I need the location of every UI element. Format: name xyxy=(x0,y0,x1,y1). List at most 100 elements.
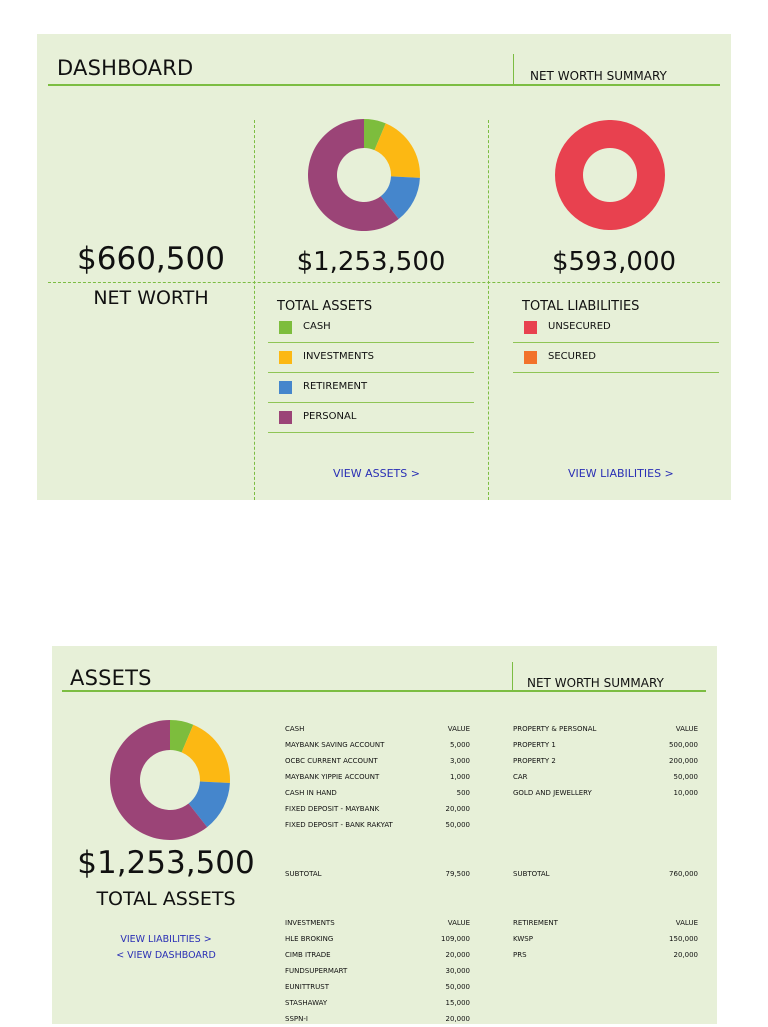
assets-donut-chart xyxy=(308,119,420,231)
item-name: FIXED DEPOSIT - BANK RAKYAT xyxy=(285,821,393,829)
net-worth-summary-label: NET WORTH SUMMARY xyxy=(527,676,664,690)
table-row: GOLD AND JEWELLERY 10,000 xyxy=(513,785,698,801)
item-name: FIXED DEPOSIT - MAYBANK xyxy=(285,805,380,813)
item-name: MAYBANK YIPPIE ACCOUNT xyxy=(285,773,380,781)
liabilities-donut-chart xyxy=(555,120,665,230)
item-value: 500,000 xyxy=(669,741,698,749)
column-divider xyxy=(488,120,489,500)
item-value: 20,000 xyxy=(673,951,699,959)
value-header: VALUE xyxy=(675,919,698,927)
table-row: PRS 20,000 xyxy=(513,947,698,963)
retirement-header: RETIREMENT xyxy=(513,919,558,927)
assets-donut-chart-large xyxy=(110,720,230,840)
column-divider xyxy=(254,120,255,500)
donut-slice xyxy=(188,781,230,828)
donut-slice xyxy=(555,120,665,230)
assets-title: ASSETS xyxy=(70,666,152,690)
legend-swatch xyxy=(279,351,292,364)
item-name: OCBC CURRENT ACCOUNT xyxy=(285,757,378,765)
legend-swatch xyxy=(279,381,292,394)
legend-swatch xyxy=(279,321,292,334)
table-row: FIXED DEPOSIT - BANK RAKYAT 50,000 xyxy=(285,817,470,833)
legend-item: RETIREMENT xyxy=(268,374,474,403)
subtotal-label: SUBTOTAL xyxy=(513,870,550,878)
view-liabilities-link[interactable]: VIEW LIABILITIES > xyxy=(120,934,212,945)
item-name: SSPN-I xyxy=(285,1015,308,1023)
item-value: 3,000 xyxy=(449,757,470,765)
table-row: PROPERTY 2 200,000 xyxy=(513,753,698,769)
item-name: CAR xyxy=(513,773,528,781)
table-row: EUNITTRUST 50,000 xyxy=(285,979,470,995)
cash-header: CASH xyxy=(285,725,305,733)
property-table: PROPERTY & PERSONAL VALUE PROPERTY 1 500,… xyxy=(513,721,698,801)
header-rule xyxy=(62,690,706,692)
table-row: FIXED DEPOSIT - MAYBANK 20,000 xyxy=(285,801,470,817)
item-value: 30,000 xyxy=(445,967,471,975)
donut-slice xyxy=(374,123,420,178)
table-row: PROPERTY 1 500,000 xyxy=(513,737,698,753)
legend-swatch xyxy=(279,411,292,424)
item-name: CASH IN HAND xyxy=(285,789,337,797)
legend-label: RETIREMENT xyxy=(303,381,368,392)
item-value: 15,000 xyxy=(445,999,471,1007)
cash-subtotal: SUBTOTAL 79,500 xyxy=(285,866,470,882)
item-value: 200,000 xyxy=(669,757,698,765)
item-value: 50,000 xyxy=(445,821,471,829)
dashboard-title: DASHBOARD xyxy=(57,56,194,80)
item-value: 50,000 xyxy=(673,773,699,781)
view-liabilities-link[interactable]: VIEW LIABILITIES > xyxy=(568,467,674,480)
property-subtotal: SUBTOTAL 760,000 xyxy=(513,866,698,882)
dashboard-panel: DASHBOARD NET WORTH SUMMARY $660,500 NET… xyxy=(37,34,731,500)
item-value: 10,000 xyxy=(673,789,699,797)
item-value: 1,000 xyxy=(449,773,470,781)
total-liabilities-title: TOTAL LIABILITIES xyxy=(522,299,640,314)
item-name: FUNDSUPERMART xyxy=(285,967,348,975)
item-name: GOLD AND JEWELLERY xyxy=(513,789,592,797)
item-name: EUNITTRUST xyxy=(285,983,329,991)
item-value: 50,000 xyxy=(445,983,471,991)
donut-slice xyxy=(380,176,420,219)
table-header: CASH VALUE xyxy=(285,721,470,737)
table-header: PROPERTY & PERSONAL VALUE xyxy=(513,721,698,737)
donut-slice xyxy=(170,720,194,753)
item-name: PROPERTY 1 xyxy=(513,741,556,749)
item-value: 20,000 xyxy=(445,805,471,813)
legend-label: PERSONAL xyxy=(303,411,357,422)
donut-slice xyxy=(181,724,230,784)
table-row: STASHAWAY 15,000 xyxy=(285,995,470,1011)
value-header: VALUE xyxy=(675,725,698,733)
row-divider xyxy=(48,282,720,283)
table-row: KWSP 150,000 xyxy=(513,931,698,947)
item-name: PRS xyxy=(513,951,527,959)
legend-item: INVESTMENTS xyxy=(268,344,474,373)
table-row: CAR 50,000 xyxy=(513,769,698,785)
table-row: OCBC CURRENT ACCOUNT 3,000 xyxy=(285,753,470,769)
item-name: STASHAWAY xyxy=(285,999,328,1007)
subtotal-value: 79,500 xyxy=(445,870,471,878)
table-row: HLE BROKING 109,000 xyxy=(285,931,470,947)
subtotal-label: SUBTOTAL xyxy=(285,870,322,878)
legend-item: UNSECURED xyxy=(513,314,719,343)
property-header: PROPERTY & PERSONAL xyxy=(513,725,597,733)
view-assets-link[interactable]: VIEW ASSETS > xyxy=(333,467,420,480)
net-worth-value: $660,500 xyxy=(77,241,225,277)
value-header: VALUE xyxy=(447,725,470,733)
legend-label: SECURED xyxy=(548,351,596,362)
total-assets-value: $1,253,500 xyxy=(77,845,255,881)
value-header: VALUE xyxy=(447,919,470,927)
item-name: HLE BROKING xyxy=(285,935,334,943)
net-worth-summary-label: NET WORTH SUMMARY xyxy=(530,69,667,83)
table-row: MAYBANK SAVING ACCOUNT 5,000 xyxy=(285,737,470,753)
legend-label: CASH xyxy=(303,321,331,332)
legend-label: INVESTMENTS xyxy=(303,351,374,362)
table-row: CASH IN HAND 500 xyxy=(285,785,470,801)
subtotal-value: 760,000 xyxy=(669,870,698,878)
item-value: 20,000 xyxy=(445,1015,471,1023)
legend-label: UNSECURED xyxy=(548,321,611,332)
table-row: CIMB ITRADE 20,000 xyxy=(285,947,470,963)
net-worth-label: NET WORTH xyxy=(93,287,209,309)
view-dashboard-link[interactable]: < VIEW DASHBOARD xyxy=(116,950,216,961)
legend-item: CASH xyxy=(268,314,474,343)
total-assets-title: TOTAL ASSETS xyxy=(277,299,373,314)
subtotal-row: SUBTOTAL 760,000 xyxy=(513,866,698,882)
